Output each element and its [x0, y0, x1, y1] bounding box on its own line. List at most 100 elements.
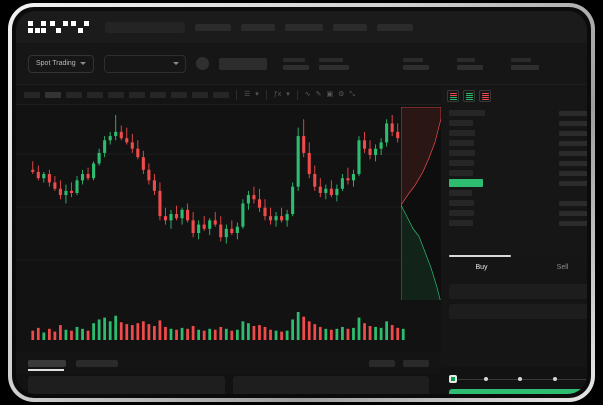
- okx-logo-icon[interactable]: [28, 21, 89, 33]
- pair-name-label: [218, 57, 267, 70]
- tablet-device-frame: Spot Trading: [8, 3, 595, 402]
- orderbook-size-cell: [559, 170, 587, 176]
- order-amount-field[interactable]: [449, 304, 587, 319]
- amount-slider[interactable]: [449, 375, 587, 385]
- tab-buy[interactable]: Buy: [475, 263, 488, 271]
- bottom-panel-left[interactable]: [28, 376, 225, 394]
- indicators-icon[interactable]: ƒx: [273, 91, 282, 98]
- bottom-action-1[interactable]: [369, 359, 395, 367]
- orderbook-view-toggles: [441, 85, 587, 106]
- orderbook-row-6[interactable]: [449, 158, 587, 168]
- bottom-panel-right[interactable]: [232, 376, 429, 394]
- top-header: [16, 11, 587, 43]
- timeframe-30m[interactable]: [87, 91, 103, 98]
- line-chart-icon[interactable]: ∿: [304, 91, 311, 98]
- timeframe-1mo[interactable]: [192, 91, 208, 98]
- timeframe-4h[interactable]: [129, 91, 145, 98]
- orderbook-view-both-icon[interactable]: [447, 90, 459, 102]
- orderbook-size-cell: [559, 210, 587, 216]
- slider-stop-50[interactable]: [518, 377, 522, 381]
- pair-select-dropdown[interactable]: [103, 54, 186, 73]
- slider-handle[interactable]: [449, 375, 457, 383]
- orderbook-row-8[interactable]: [449, 188, 587, 198]
- stat-last-price: [282, 57, 309, 70]
- timeframe-1d[interactable]: [150, 91, 166, 98]
- orderbook-row-5[interactable]: [449, 148, 587, 158]
- orderbook-price-cell: [449, 220, 473, 226]
- orderbook-price-cell: [449, 150, 475, 156]
- orderbook-row-7[interactable]: [449, 168, 587, 178]
- timeframe-1m[interactable]: [24, 91, 40, 98]
- buy-sell-tabs: Buy Sell: [441, 255, 587, 279]
- timeframe-more[interactable]: [213, 91, 229, 98]
- tab-sell[interactable]: Sell: [556, 263, 569, 271]
- bottom-tabs: [16, 352, 441, 374]
- slider-stop-75[interactable]: [553, 377, 557, 381]
- nav-item-4[interactable]: [333, 23, 367, 31]
- bottom-action-2[interactable]: [403, 359, 429, 367]
- device-inner-bezel: Spot Trading: [12, 7, 591, 398]
- nav-item-1[interactable]: [195, 23, 231, 31]
- candle-type-chevron-icon[interactable]: ▾: [255, 91, 259, 98]
- screenshot-icon[interactable]: ▣: [326, 91, 334, 98]
- orderbook-panel: [441, 85, 587, 255]
- orderbook-size-cell: [559, 180, 587, 186]
- timeframe-1h[interactable]: [108, 91, 124, 98]
- chevron-down-icon: [172, 62, 179, 65]
- timeframe-1w[interactable]: [171, 91, 187, 98]
- spot-trading-dropdown[interactable]: Spot Trading: [28, 54, 94, 73]
- tab-open-orders[interactable]: [28, 359, 66, 367]
- orderbook-size-cell: [559, 130, 587, 136]
- coin-avatar: [195, 57, 209, 70]
- search-input[interactable]: [105, 21, 185, 33]
- orderbook-size-cell: [559, 160, 587, 166]
- volume-histogram: [16, 300, 441, 352]
- chart-toolbar: ☰ ▾ ƒx ▾ ∿ ✎ ▣ ⚙ ⤡: [16, 85, 441, 105]
- tab-order-history[interactable]: [76, 359, 118, 367]
- orderbook-price-cell: [449, 190, 472, 196]
- order-price-field[interactable]: [449, 284, 587, 299]
- indicators-chevron-icon[interactable]: ▾: [286, 91, 290, 98]
- ticker-bar: Spot Trading: [16, 43, 587, 85]
- orderbook-row-4[interactable]: [449, 138, 587, 148]
- mode-select-label: Spot Trading: [36, 60, 76, 67]
- orderbook-row-1[interactable]: [449, 108, 587, 118]
- candle-type-icon[interactable]: ☰: [244, 91, 251, 98]
- bottom-panels: [16, 376, 441, 394]
- orderbook-price-cell: [449, 179, 483, 187]
- orderbook-size-cell: [559, 200, 587, 206]
- slider-stop-25[interactable]: [484, 377, 488, 381]
- orderbook-price-cell: [449, 210, 474, 216]
- timeframe-15m[interactable]: [66, 91, 82, 98]
- orderbook-row-10[interactable]: [449, 208, 587, 218]
- stat-24h-change: [318, 57, 349, 70]
- orderbook-price-cell: [449, 140, 474, 146]
- bottom-active-tab-underline: [28, 369, 64, 371]
- orderbook-row-9[interactable]: [449, 198, 587, 208]
- nav-item-5[interactable]: [377, 23, 413, 31]
- orderbook-size-cell: [559, 140, 587, 146]
- orderbook-price-cell: [449, 200, 474, 206]
- orderbook-row-spread[interactable]: [449, 178, 587, 188]
- place-buy-order-button[interactable]: [449, 389, 587, 394]
- orderbook-row-11[interactable]: [449, 218, 587, 228]
- orderbook-row-2[interactable]: [449, 118, 587, 128]
- timeframe-5m[interactable]: [45, 91, 61, 98]
- orderbook-price-cell: [449, 120, 473, 126]
- toolbar-divider: [236, 89, 237, 100]
- app-screen: Spot Trading: [16, 11, 587, 394]
- stat-24h-volume: [510, 57, 539, 70]
- fullscreen-icon[interactable]: ⤡: [349, 91, 355, 98]
- drawing-tool-icon[interactable]: ✎: [315, 91, 322, 98]
- toolbar-divider: [265, 89, 267, 100]
- orderbook-size-cell: [559, 120, 587, 126]
- orderbook-size-cell: [559, 220, 587, 226]
- orderbook-size-cell: [559, 110, 587, 116]
- orderbook-row-3[interactable]: [449, 128, 587, 138]
- orderbook-view-sell-icon[interactable]: [479, 90, 491, 102]
- nav-item-3[interactable]: [285, 23, 323, 31]
- orderbook-view-buy-icon[interactable]: [463, 90, 475, 102]
- chart-settings-icon[interactable]: ⚙: [338, 91, 345, 98]
- candlestick-chart[interactable]: [16, 105, 441, 300]
- nav-item-2[interactable]: [241, 23, 275, 31]
